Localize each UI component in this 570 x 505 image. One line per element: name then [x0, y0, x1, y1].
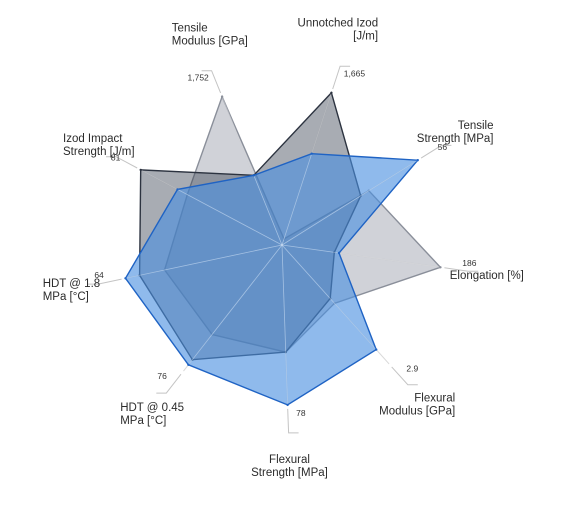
axis-max-label-7: 81 [111, 152, 121, 162]
series-2-point-8 [252, 174, 255, 177]
series-2-point-0 [310, 152, 313, 155]
axis-label-3: Flexural Modulus [GPa] [379, 393, 455, 418]
series-2-spoke-8 [253, 175, 283, 246]
axis-max-label-3: 2.9 [406, 363, 418, 373]
series-2 [124, 152, 420, 407]
series-2-spoke-2 [281, 244, 340, 254]
axis-leader-1 [420, 144, 452, 159]
axis-leader-lines [88, 65, 479, 434]
axis-leader-6 [88, 278, 122, 285]
axis-leader-5 [156, 373, 182, 394]
axis-label-0-line-0: Unnotched Izod [298, 18, 379, 30]
series-2-spoke-6 [125, 244, 283, 279]
series-2-spoke-3 [281, 244, 377, 350]
axis-leader-4 [287, 408, 299, 434]
series-2-area [124, 152, 420, 406]
series-0-point-2 [439, 266, 442, 269]
axis-label-8: Tensile Modulus [GPa] [172, 23, 248, 48]
series-2-spoke-0 [281, 153, 313, 246]
axis-label-2: Elongation [%] [450, 270, 524, 282]
series-2-point-1 [416, 159, 419, 162]
series-2-point-3 [375, 348, 378, 351]
series-2-point-6 [124, 277, 127, 280]
series-2-spoke-7 [177, 189, 283, 246]
series-2-spoke-4 [281, 244, 288, 405]
axis-label-0-line-1: [J/m] [353, 31, 378, 43]
axis-leader-3 [391, 366, 418, 386]
series-1-point-0 [330, 91, 333, 95]
axis-leader-8 [201, 70, 222, 94]
axis-label-4-line-0: Flexural [269, 454, 310, 466]
axis-label-1-line-0: Tensile [458, 120, 494, 132]
axis-leader-2 [444, 267, 479, 272]
series-2-point-4 [286, 403, 289, 407]
axis-label-7-line-0: Izod Impact [63, 133, 123, 145]
axis-label-3-line-0: Flexural [414, 393, 455, 405]
axis-label-5-line-1: MPa [°C] [120, 415, 166, 427]
axis-label-7-line-1: Strength [J/m] [63, 146, 135, 158]
axis-max-label-5: 76 [157, 371, 167, 381]
axis-label-1-line-1: Strength [MPa] [417, 133, 494, 145]
axis-max-label-6: 64 [94, 270, 104, 280]
axis-max-label-1: 56 [438, 142, 448, 152]
radar-series [124, 91, 442, 407]
axis-label-2-line-0: Elongation [%] [450, 270, 524, 282]
axis-label-6: HDT @ 1.8 MPa [°C] [43, 278, 100, 303]
series-0-point-8 [220, 95, 224, 98]
axis-max-label-4: 78 [296, 408, 306, 418]
axis-label-6-line-1: MPa [°C] [43, 291, 89, 303]
axis-label-4-line-1: Strength [MPa] [251, 467, 328, 479]
axis-label-0: Unnotched Izod [J/m] [298, 18, 379, 43]
series-2-spoke-5 [188, 244, 283, 366]
axis-label-6-line-0: HDT @ 1.8 [43, 278, 100, 290]
axis-max-label-2: 186 [462, 258, 476, 268]
axis-max-label-0: 1,665 [344, 69, 366, 79]
series-1-point-7 [139, 168, 142, 172]
axis-label-8-line-1: Modulus [GPa] [172, 36, 248, 48]
axis-label-5: HDT @ 0.45 MPa [°C] [120, 402, 184, 427]
series-2-point-5 [187, 363, 190, 366]
series-2-point-7 [176, 188, 179, 191]
axis-max-label-8: 1,752 [188, 73, 210, 83]
axis-label-7: Izod Impact Strength [J/m] [63, 133, 135, 158]
axis-leader-0 [332, 65, 351, 90]
axis-label-5-line-0: HDT @ 0.45 [120, 402, 184, 414]
axis-label-8-line-0: Tensile [172, 23, 208, 35]
series-2-spoke-1 [281, 159, 418, 246]
series-2-point-2 [337, 251, 341, 255]
axis-leader-7 [106, 156, 138, 169]
axis-label-3-line-1: Modulus [GPa] [379, 406, 455, 418]
axis-label-4: Flexural Strength [MPa] [251, 454, 328, 479]
axis-label-1: Tensile Strength [MPa] [417, 120, 494, 145]
